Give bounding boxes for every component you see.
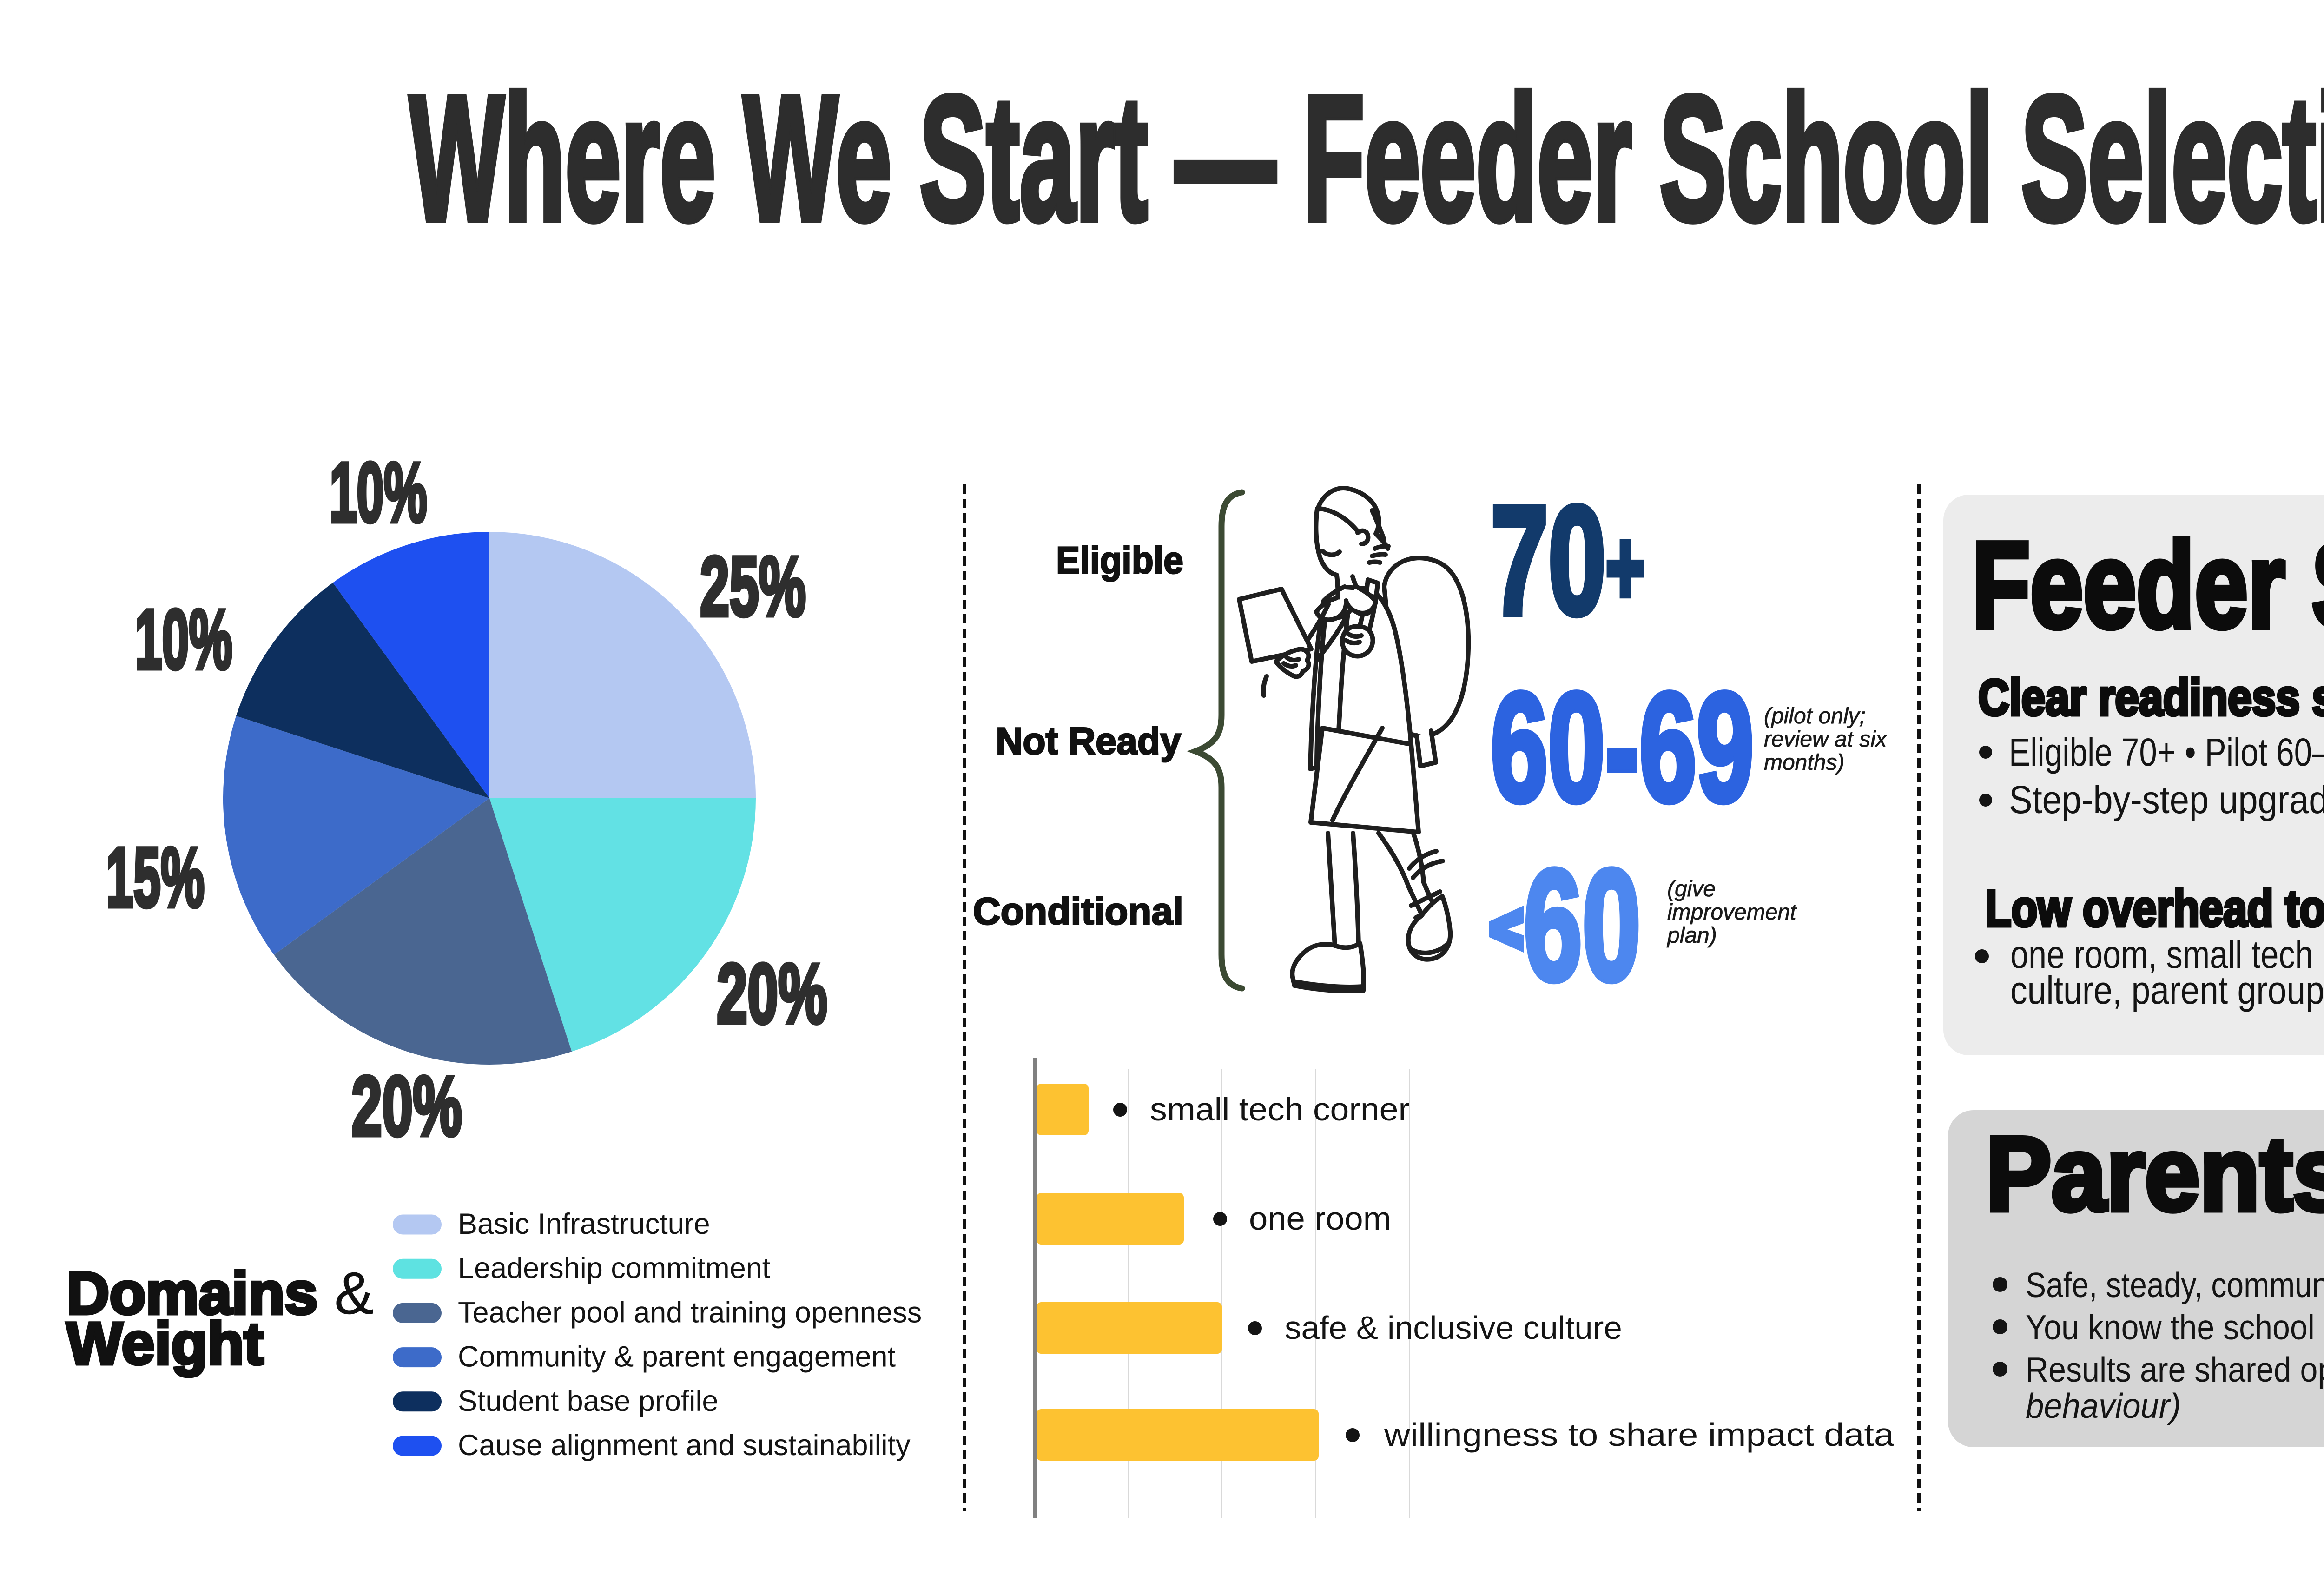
svg-text:Cause alignment and sustainabi: Cause alignment and sustainability xyxy=(458,1429,911,1462)
svg-text:Leadership commitment: Leadership commitment xyxy=(458,1252,771,1284)
svg-text:Conditional: Conditional xyxy=(973,890,1183,933)
svg-text:Teacher pool and training open: Teacher pool and training openness xyxy=(458,1296,922,1329)
svg-text:Not Ready: Not Ready xyxy=(996,720,1181,762)
svg-text:15%: 15% xyxy=(106,830,205,925)
svg-text:Results are shared openly (att: Results are shared openly (attendance, p… xyxy=(2026,1351,2324,1390)
svg-text:small tech corner: small tech corner xyxy=(1150,1092,1410,1128)
svg-text:Eligible 70+ • Pilot 60–69 • I: Eligible 70+ • Pilot 60–69 • Improve <60 xyxy=(2009,731,2324,775)
svg-text:+: + xyxy=(1606,509,1645,626)
svg-text:60-69: 60-69 xyxy=(1491,661,1754,834)
svg-text:60: 60 xyxy=(1524,837,1641,1013)
svg-text:behaviour): behaviour) xyxy=(2026,1387,2181,1425)
svg-text:Basic Infrastructure: Basic Infrastructure xyxy=(458,1208,710,1240)
svg-text:Eligible: Eligible xyxy=(1056,539,1183,582)
svg-text:(pilot only;: (pilot only; xyxy=(1764,704,1866,728)
svg-text:Weight: Weight xyxy=(66,1311,264,1377)
svg-text:70: 70 xyxy=(1491,474,1606,646)
svg-text:Low overhead to begin: Low overhead to begin xyxy=(1985,880,2324,937)
svg-text:Parents: Parents xyxy=(1986,1115,2324,1233)
svg-text:25%: 25% xyxy=(700,540,806,634)
svg-text:10%: 10% xyxy=(135,593,232,687)
svg-text:one room, small tech corner, s: one room, small tech corner, safe xyxy=(2010,933,2324,976)
svg-text:Where We Start — Feeder School: Where We Start — Feeder School Selection xyxy=(409,59,2324,257)
svg-text:20%: 20% xyxy=(351,1059,462,1153)
svg-text:20%: 20% xyxy=(717,946,827,1041)
svg-text:10%: 10% xyxy=(330,446,427,540)
svg-text:You know the school is improvi: You know the school is improving on a sh… xyxy=(2026,1308,2324,1347)
svg-text:Step-by-step upgrade plan at s: Step-by-step upgrade plan at six-month r… xyxy=(2009,778,2324,821)
svg-text:plan): plan) xyxy=(1666,923,1717,948)
svg-text:safe & inclusive culture: safe & inclusive culture xyxy=(1285,1309,1622,1345)
svg-text:one room: one room xyxy=(1249,1201,1391,1237)
svg-text:review at six: review at six xyxy=(1764,727,1888,752)
svg-text:Student base profile: Student base profile xyxy=(458,1385,718,1417)
svg-text:Safe, steady, community-rooted: Safe, steady, community-rooted schools xyxy=(2026,1265,2324,1304)
svg-text:Domains &: Domains & xyxy=(66,1260,374,1327)
svg-text:Community & parent engagement: Community & parent engagement xyxy=(458,1341,896,1373)
svg-text:months): months) xyxy=(1764,750,1844,775)
svg-text:Clear readiness score: Clear readiness score xyxy=(1978,669,2324,726)
svg-text:willingness to share impact da: willingness to share impact data xyxy=(1384,1416,1895,1453)
svg-text:improvement: improvement xyxy=(1667,900,1797,925)
svg-text:Feeder Schools: Feeder Schools xyxy=(1972,517,2324,654)
svg-text:culture, parent group: culture, parent group xyxy=(2010,968,2324,1012)
svg-text:(give: (give xyxy=(1667,877,1716,901)
